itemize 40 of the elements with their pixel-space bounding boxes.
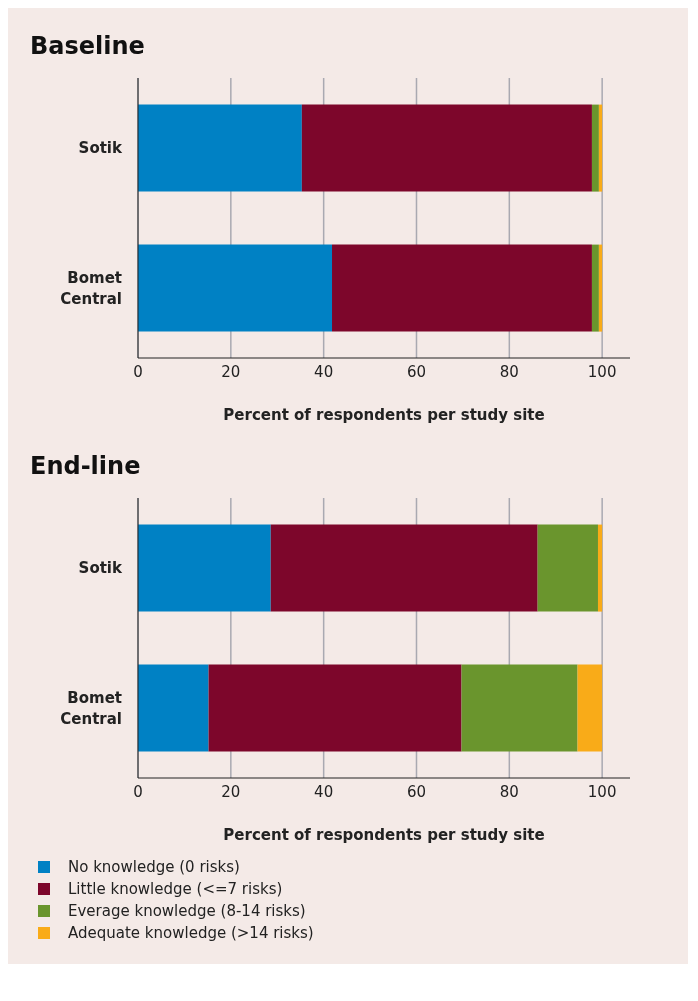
bar [598,244,603,332]
legend-label: Everage knowledge (8-14 risks) [68,901,306,922]
x-tick-label: 60 [406,362,427,381]
x-tick-label: 0 [133,362,143,381]
legend-label: No knowledge (0 risks) [68,857,240,878]
bar [138,244,333,332]
bar [537,524,598,612]
bar [208,664,462,752]
chart-title: End-line [29,451,142,482]
bar [332,244,592,332]
legend-label: Adequate knowledge (>14 risks) [68,923,314,944]
bar [598,104,603,192]
bar [597,524,603,612]
bar [138,664,209,752]
bar [591,244,599,332]
y-tick-label: Sotik [78,139,124,157]
x-tick-label: 80 [499,362,519,381]
x-tick-label: 40 [314,782,334,801]
bar [461,664,578,752]
y-tick-label: Bomet Central [60,268,122,308]
x-tick-label: 100 [587,782,617,801]
x-tick-label: 80 [499,782,519,801]
bar [270,524,538,612]
x-tick-label: 20 [221,362,241,381]
y-tick-label: Bomet Central [60,688,122,728]
x-tick-label: 60 [406,782,427,801]
bar [138,104,302,192]
x-axis-title: Percent of respondents per study site [223,826,545,844]
bar [591,104,599,192]
bar [577,664,603,752]
x-tick-label: 100 [587,362,617,381]
legend-label: Little knowledge (<=7 risks) [68,879,283,900]
x-axis-title: Percent of respondents per study site [223,406,545,424]
y-tick-label: Sotik [78,559,124,577]
x-tick-label: 20 [221,782,241,801]
x-tick-label: 0 [133,782,143,801]
bar [138,524,271,612]
chart-title: Baseline [29,31,146,62]
bar [301,104,592,192]
x-tick-label: 40 [314,362,334,381]
